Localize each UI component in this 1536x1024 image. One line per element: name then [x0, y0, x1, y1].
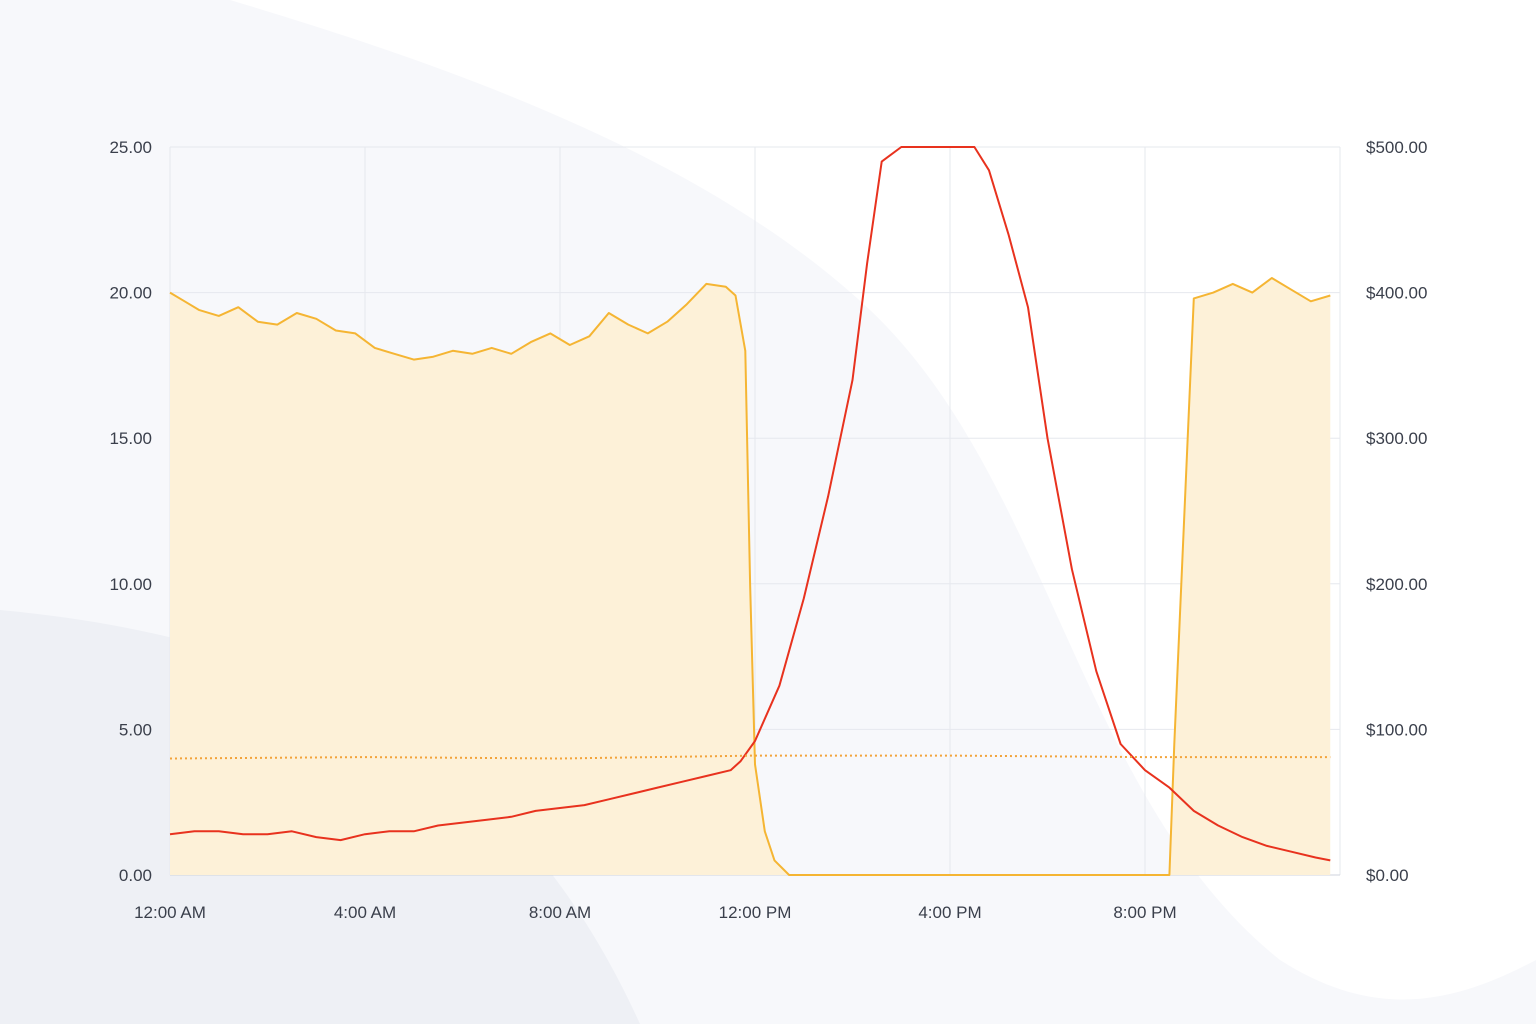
right-tick-label: $100.00: [1366, 720, 1427, 739]
left-tick-label: 0.00: [119, 866, 152, 885]
right-tick-label: $400.00: [1366, 284, 1427, 303]
x-tick-label: 4:00 AM: [334, 903, 396, 922]
x-tick-label: 4:00 PM: [918, 903, 981, 922]
orange-series-line: [169, 277, 1331, 876]
x-tick-label: 8:00 PM: [1113, 903, 1176, 922]
red-series-line: [169, 146, 1331, 862]
line-layer: [169, 146, 1331, 876]
dotted-series-line: [169, 754, 1331, 760]
left-tick-label: 25.00: [109, 138, 152, 157]
right-tick-label: $300.00: [1366, 429, 1427, 448]
right-axis-ticks: $0.00 $100.00 $200.00 $300.00 $400.00 $500.00: [1366, 138, 1427, 885]
left-tick-label: 15.00: [109, 429, 152, 448]
right-tick-label: $0.00: [1366, 866, 1409, 885]
x-tick-label: 12:00 PM: [719, 903, 792, 922]
left-tick-label: 20.00: [109, 284, 152, 303]
x-tick-label: 8:00 AM: [529, 903, 591, 922]
left-tick-label: 10.00: [109, 575, 152, 594]
x-axis-ticks: 12:00 AM 4:00 AM 8:00 AM 12:00 PM 4:00 PM 8:0…: [134, 903, 1177, 922]
area-layer: [170, 278, 1331, 875]
x-tick-label: 12:00 AM: [134, 903, 206, 922]
left-tick-label: 5.00: [119, 720, 152, 739]
right-tick-label: $200.00: [1366, 575, 1427, 594]
left-axis-ticks: 0.00 5.00 10.00 15.00 20.00 25.00: [109, 138, 152, 885]
orange-area-fill: [170, 278, 1331, 875]
right-tick-label: $500.00: [1366, 138, 1427, 157]
